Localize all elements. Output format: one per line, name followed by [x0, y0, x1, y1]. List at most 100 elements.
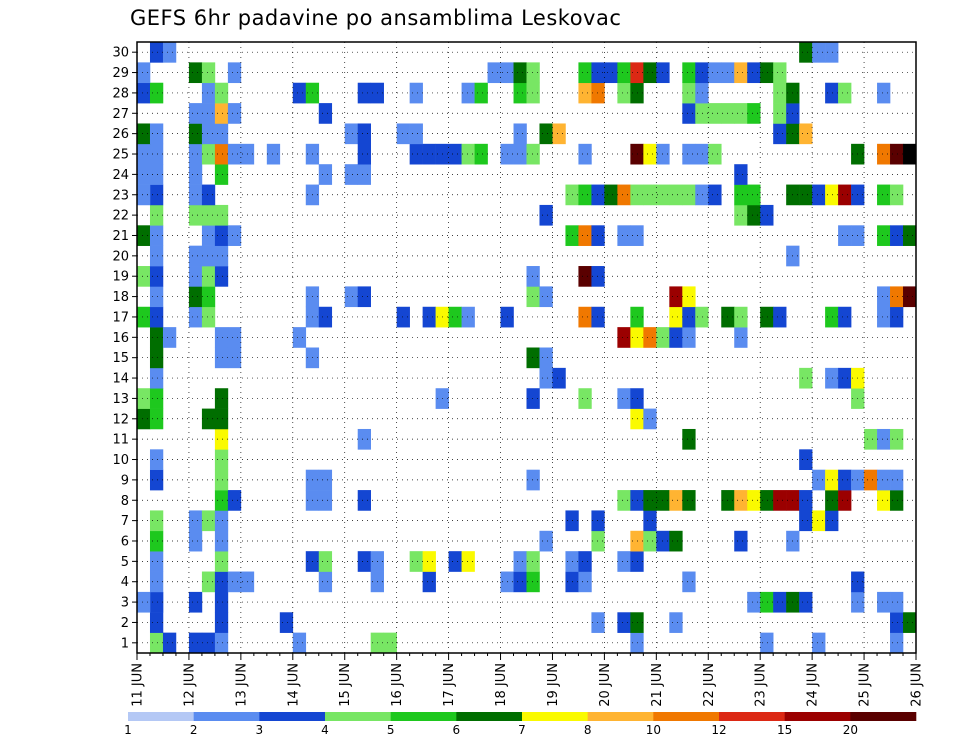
colorbar-swatch — [850, 712, 917, 721]
heatmap-cell — [682, 82, 696, 104]
heatmap-cell — [825, 82, 839, 104]
heatmap-cell — [877, 286, 891, 308]
heatmap-cell — [578, 225, 592, 246]
heatmap-cell — [682, 184, 696, 206]
y-tick-label: 8 — [121, 494, 129, 509]
heatmap-cell — [149, 164, 164, 185]
heatmap-cell — [357, 286, 371, 308]
heatmap-cell — [604, 62, 618, 84]
heatmap-cell — [214, 428, 229, 450]
heatmap-cell — [149, 123, 164, 145]
heatmap-cell — [227, 347, 242, 369]
colorbar-label: 7 — [518, 723, 526, 737]
heatmap-cell — [461, 306, 475, 328]
heatmap-cell — [760, 62, 774, 84]
heatmap-cell — [201, 62, 216, 84]
colorbar-swatch — [128, 712, 194, 721]
colorbar-label: 3 — [256, 723, 264, 737]
chart-title: GEFS 6hr padavine po ansamblima Leskovac — [130, 6, 622, 30]
heatmap-cell — [890, 591, 904, 613]
y-tick-label: 15 — [112, 351, 129, 366]
heatmap-cell — [188, 632, 203, 654]
heatmap-cell — [591, 266, 605, 287]
heatmap-cell — [734, 530, 748, 552]
heatmap-cell — [643, 184, 657, 206]
heatmap-cell — [825, 184, 839, 206]
heatmap-cell — [292, 82, 307, 104]
heatmap-cell — [643, 327, 657, 348]
x-tick-label: 17 JUN — [442, 663, 457, 707]
heatmap-cell — [617, 327, 631, 348]
heatmap-cell — [578, 62, 592, 84]
heatmap-cell — [266, 143, 281, 165]
y-tick-label: 19 — [112, 270, 129, 285]
heatmap-cell — [137, 143, 151, 165]
colorbar-label: 20 — [843, 723, 858, 737]
heatmap-cell — [318, 490, 333, 511]
colorbar-label: 2 — [190, 723, 198, 737]
heatmap-cell — [903, 612, 917, 633]
heatmap-cell — [617, 388, 631, 409]
x-tick-label: 26 JUN — [910, 663, 925, 707]
colorbar-label: 1 — [124, 723, 132, 737]
heatmap-cell — [149, 184, 164, 206]
heatmap-cell — [747, 62, 761, 84]
y-tick-label: 29 — [112, 66, 129, 81]
y-tick-label: 24 — [112, 168, 129, 183]
heatmap-cell — [357, 490, 371, 511]
heatmap-cell — [526, 286, 540, 308]
heatmap-cell — [214, 82, 229, 104]
heatmap-cell — [825, 490, 839, 511]
heatmap-cell — [877, 469, 891, 491]
heatmap-cell — [137, 306, 151, 328]
heatmap-cell — [734, 103, 748, 124]
cells-layer — [137, 42, 917, 654]
y-tick-label: 3 — [121, 596, 129, 611]
heatmap-cell — [461, 143, 475, 165]
heatmap-cell — [708, 184, 722, 206]
heatmap-cell — [149, 225, 164, 246]
heatmap-cell — [357, 164, 371, 185]
y-tick-label: 6 — [121, 534, 129, 549]
heatmap-cell — [760, 204, 774, 226]
heatmap-cell — [643, 62, 657, 84]
y-tick-label: 7 — [121, 514, 129, 529]
heatmap-cell — [214, 347, 229, 369]
heatmap-cell — [773, 490, 787, 511]
colorbar-swatch — [653, 712, 720, 721]
heatmap-cell — [890, 306, 904, 328]
heatmap-cell — [214, 551, 229, 572]
heatmap-cell — [227, 62, 242, 84]
heatmap-cell — [526, 266, 540, 287]
heatmap-cell — [773, 306, 787, 328]
heatmap-cell — [149, 449, 164, 470]
heatmap-cell — [214, 388, 229, 409]
heatmap-cell — [539, 367, 553, 389]
heatmap-cell — [695, 306, 709, 328]
heatmap-cell — [526, 388, 540, 409]
heatmap-cell — [526, 82, 540, 104]
y-tick-label: 9 — [121, 473, 129, 488]
heatmap-cell — [188, 530, 203, 552]
heatmap-cell — [682, 428, 696, 450]
heatmap-cell — [137, 388, 151, 409]
heatmap-cell — [669, 490, 683, 511]
heatmap-cell — [812, 42, 826, 63]
heatmap-cell — [137, 123, 151, 145]
heatmap-cell — [201, 184, 216, 206]
heatmap-cell — [149, 42, 164, 63]
heatmap-cell — [890, 143, 904, 165]
heatmap-cell — [292, 632, 307, 654]
heatmap-cell — [812, 510, 826, 532]
heatmap-cell — [214, 571, 229, 593]
heatmap-cell — [162, 42, 177, 63]
heatmap-cell — [695, 184, 709, 206]
heatmap-cell — [201, 82, 216, 104]
heatmap-cell — [214, 164, 229, 185]
heatmap-cell — [513, 571, 527, 593]
heatmap-cell — [409, 82, 423, 104]
heatmap-cell — [214, 612, 229, 633]
colorbar-label: 5 — [387, 723, 395, 737]
heatmap-cell — [708, 62, 722, 84]
heatmap-cell — [825, 42, 839, 63]
